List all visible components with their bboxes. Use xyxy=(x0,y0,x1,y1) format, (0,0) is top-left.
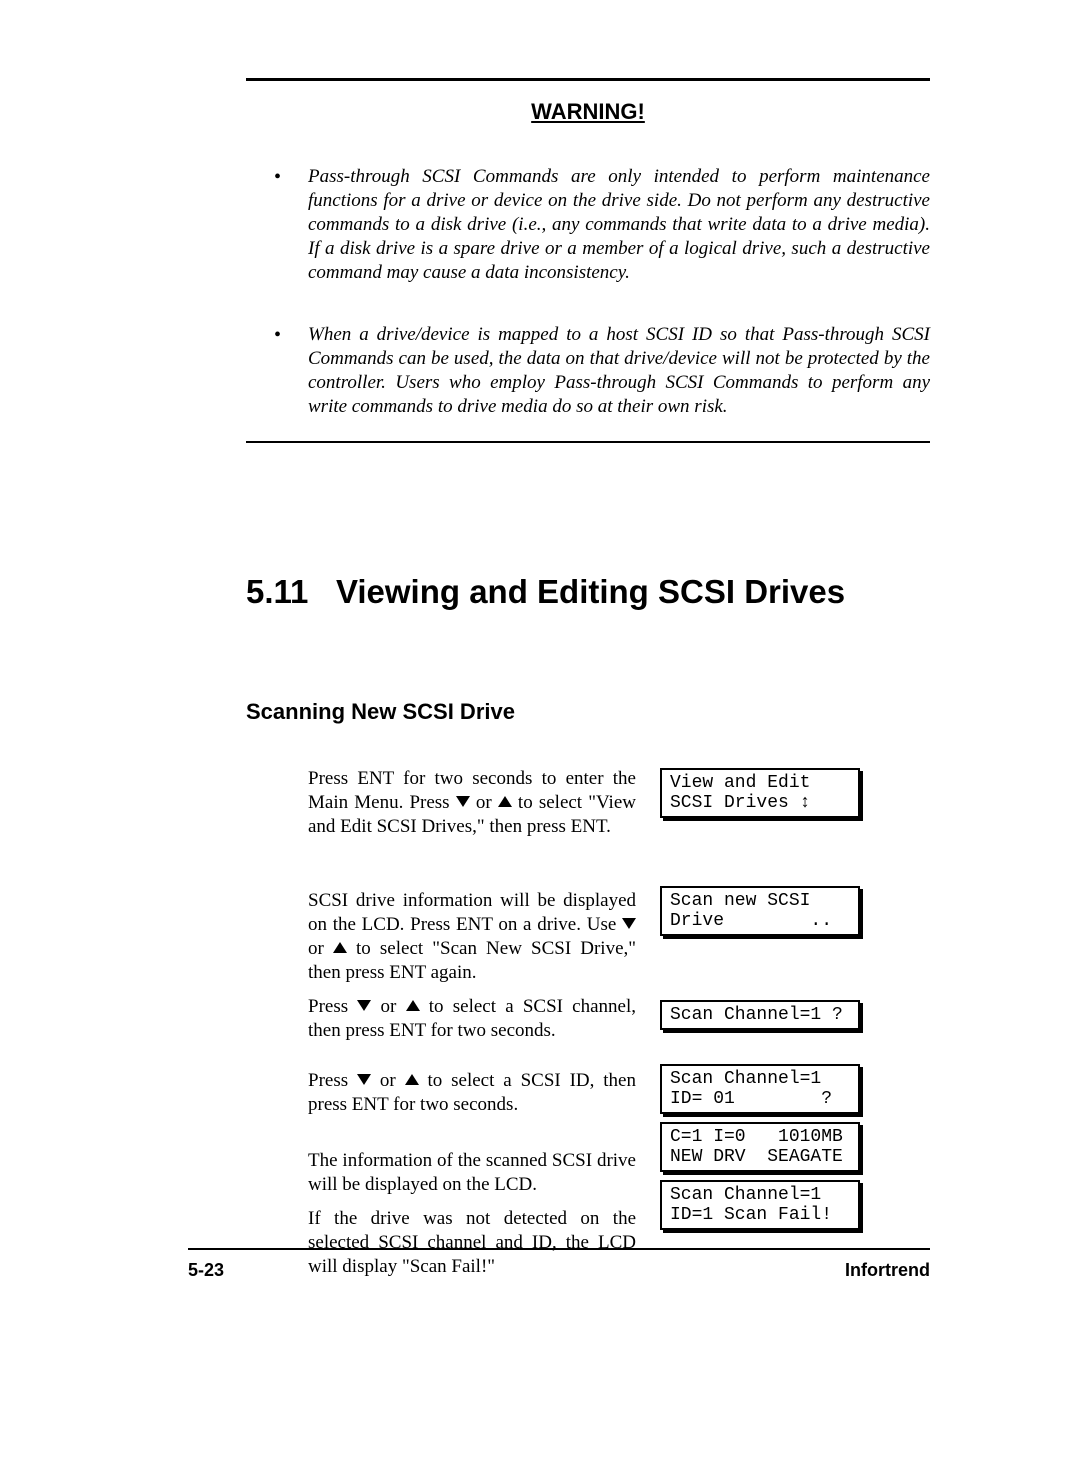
lcd-display: Scan new SCSI Drive .. xyxy=(660,886,860,936)
instruction-paragraph: Press ENT for two seconds to enter the M… xyxy=(308,767,636,889)
warning-heading: WARNING! xyxy=(246,99,930,125)
bullet-dot-icon: • xyxy=(274,165,308,285)
text-fragment: or xyxy=(371,996,405,1017)
text-fragment: Press xyxy=(308,1070,357,1091)
warning-bullet-text: Pass-through SCSI Commands are only inte… xyxy=(308,165,930,285)
footer-brand: Infortrend xyxy=(845,1260,930,1281)
warning-bullet-text: When a drive/device is mapped to a host … xyxy=(308,323,930,419)
warning-bullet-list: • Pass-through SCSI Commands are only in… xyxy=(274,165,930,419)
page-footer: 5-23 Infortrend xyxy=(188,1248,930,1281)
bullet-dot-icon: • xyxy=(274,323,308,419)
warning-bullet-item: • Pass-through SCSI Commands are only in… xyxy=(274,165,930,285)
text-fragment: to select "Scan New SCSI Drive," then pr… xyxy=(308,938,636,983)
triangle-down-icon xyxy=(456,796,470,807)
page: WARNING! • Pass-through SCSI Commands ar… xyxy=(0,0,1080,1476)
section-number: 5.11 xyxy=(246,573,308,610)
triangle-up-icon xyxy=(405,1074,419,1085)
triangle-down-icon xyxy=(357,1000,371,1011)
text-fragment: or xyxy=(470,792,498,813)
text-fragment: or xyxy=(371,1070,405,1091)
footer-page-number: 5-23 xyxy=(188,1260,224,1281)
instruction-paragraph: The information of the scanned SCSI driv… xyxy=(308,1149,636,1207)
lcd-display: C=1 I=0 1010MB NEW DRV SEAGATE xyxy=(660,1122,860,1172)
text-fragment: or xyxy=(308,938,333,959)
lcd-display: Scan Channel=1 ID=1 Scan Fail! xyxy=(660,1180,860,1230)
warning-bottom-rule xyxy=(246,441,930,443)
triangle-down-icon xyxy=(622,918,636,929)
subsection-heading: Scanning New SCSI Drive xyxy=(246,699,930,725)
section-heading: 5.11 Viewing and Editing SCSI Drives xyxy=(246,573,930,611)
instruction-paragraph: Press or to select a SCSI ID, then press… xyxy=(308,1069,636,1149)
instruction-paragraph: SCSI drive information will be displayed… xyxy=(308,889,636,995)
triangle-up-icon xyxy=(498,796,512,807)
triangle-down-icon xyxy=(357,1074,371,1085)
warning-top-rule xyxy=(246,78,930,81)
triangle-up-icon xyxy=(333,942,347,953)
lcd-display: View and Edit SCSI Drives ↕ xyxy=(660,768,860,818)
instruction-column: Press ENT for two seconds to enter the M… xyxy=(308,767,636,1279)
section-title: Viewing and Editing SCSI Drives xyxy=(336,573,845,610)
warning-bullet-item: • When a drive/device is mapped to a hos… xyxy=(274,323,930,419)
text-fragment: SCSI drive information will be displayed… xyxy=(308,890,636,935)
lcd-stack: View and Edit SCSI Drives ↕ Scan new SCS… xyxy=(660,768,860,1230)
lcd-display: Scan Channel=1 ? xyxy=(660,1000,860,1030)
body-columns: Press ENT for two seconds to enter the M… xyxy=(308,767,930,1279)
lcd-display: Scan Channel=1 ID= 01 ? xyxy=(660,1064,860,1114)
instruction-paragraph: Press or to select a SCSI channel, then … xyxy=(308,995,636,1069)
triangle-up-icon xyxy=(406,1000,420,1011)
lcd-column: View and Edit SCSI Drives ↕ Scan new SCS… xyxy=(660,767,860,1279)
text-fragment: Press xyxy=(308,996,357,1017)
